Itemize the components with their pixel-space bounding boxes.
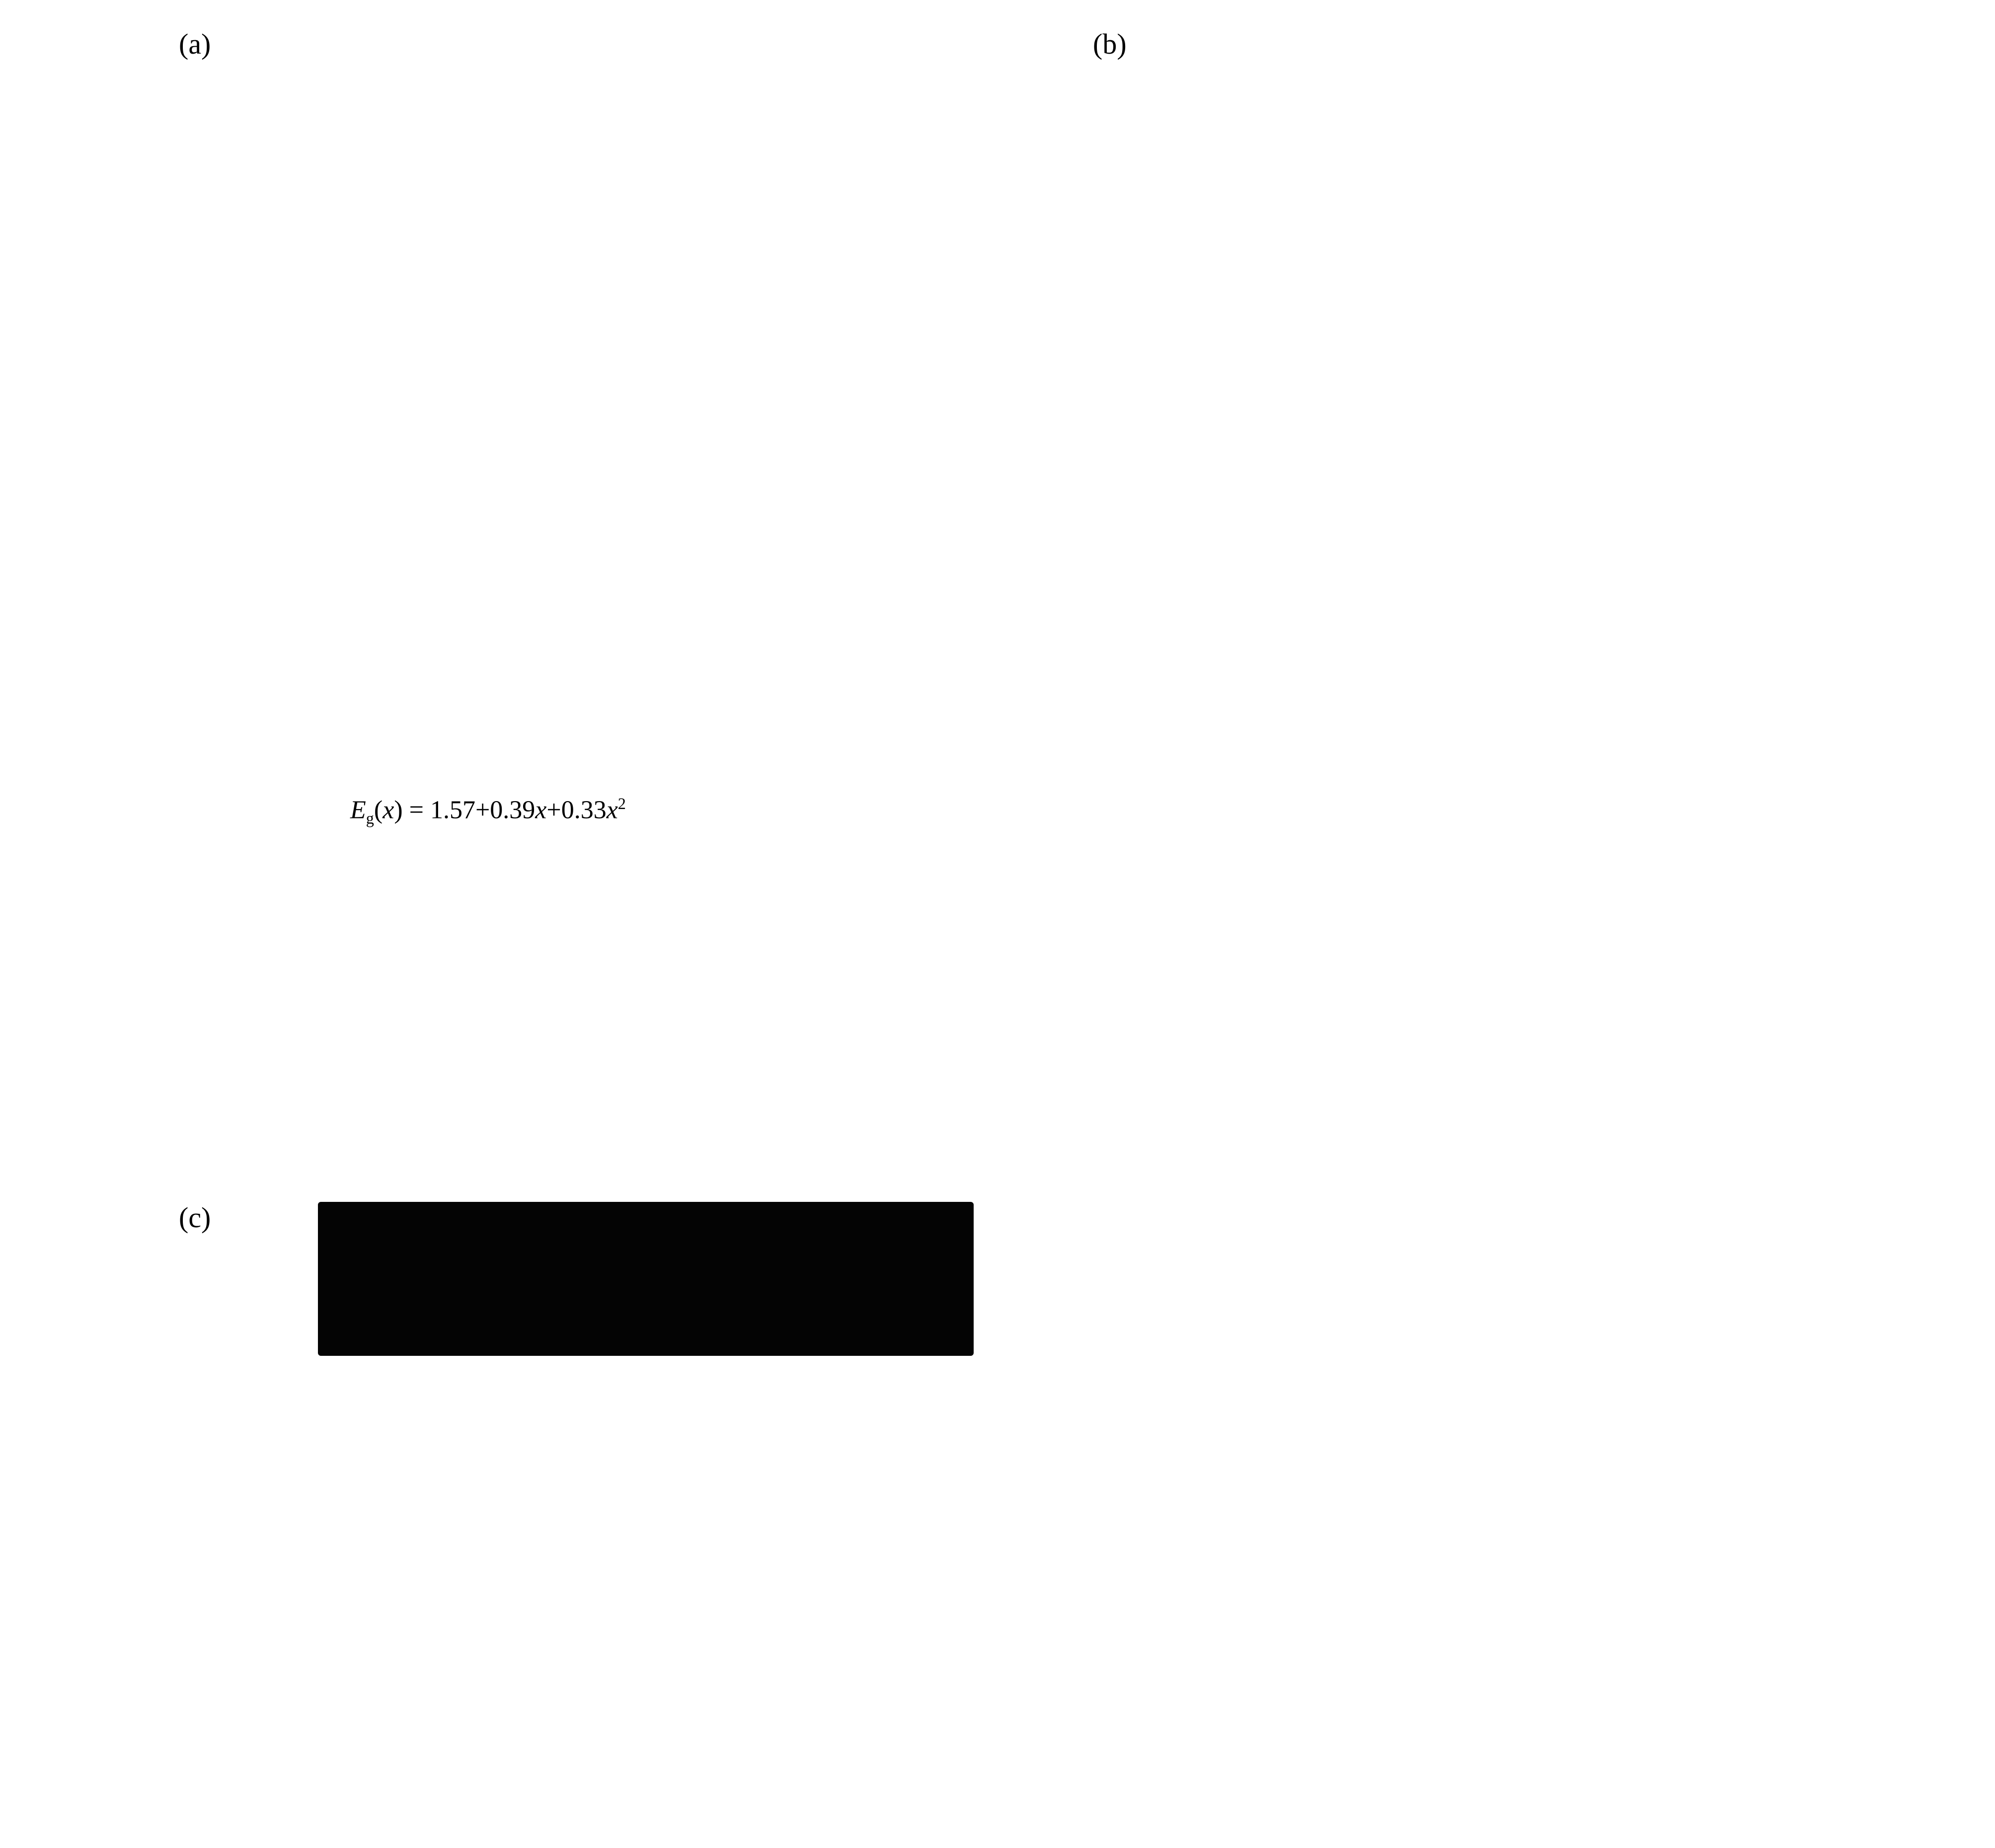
chart-c-photoluminescence [219, 1363, 1878, 1825]
chart-a-absorbance [214, 7, 979, 479]
chart-b-absorbance [1152, 7, 1987, 574]
panel-b-label: (b) [1093, 28, 1127, 60]
panel-c-label: (c) [179, 1201, 211, 1234]
chart-b-photoluminescence [1152, 633, 1987, 1244]
panel-a-label: (a) [179, 28, 211, 60]
bandgap-equation: Eg(x) = 1.57+0.39x+0.33x2 [350, 795, 626, 827]
film-strip [209, 476, 1103, 774]
vials-photo [318, 1202, 974, 1356]
